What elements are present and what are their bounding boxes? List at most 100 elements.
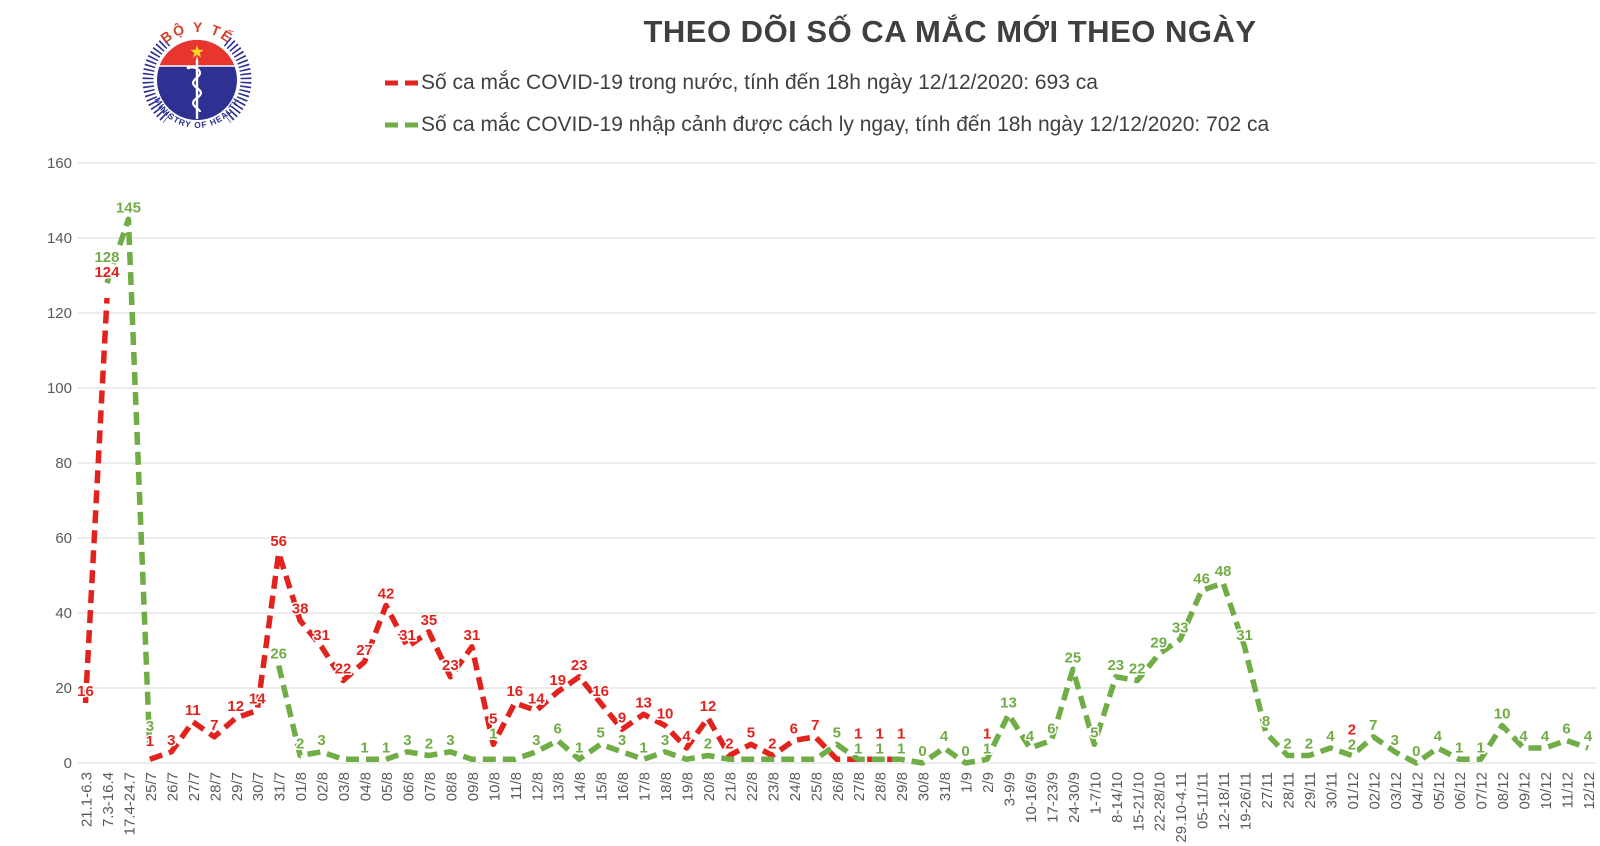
x-tick-label: 27/11	[1259, 772, 1276, 808]
data-label: 1	[1455, 739, 1463, 756]
x-tick-label: 29/7	[229, 772, 246, 801]
x-tick-label: 13/8	[551, 772, 568, 801]
x-tick-label: 24-30/9	[1066, 772, 1083, 823]
x-tick-label: 21.1-6.3	[79, 772, 96, 827]
x-tick-label: 03/12	[1388, 772, 1405, 810]
data-label: 3	[146, 718, 154, 735]
x-tick-label: 12/12	[1581, 772, 1598, 810]
x-tick-label: 05/8	[379, 772, 396, 801]
x-axis-labels: 21.1-6.3 7.3-16.4 17.4-24.7 25/7 26/7 27/7 28/…	[79, 772, 1599, 843]
data-label: 33	[1172, 619, 1189, 636]
x-tick-label: 2/9	[980, 772, 997, 793]
x-tick-label: 28/7	[207, 772, 224, 801]
data-label: 12	[700, 698, 717, 715]
x-tick-label: 15-21/10	[1130, 772, 1147, 831]
legend-dash-icon-green	[385, 122, 418, 128]
data-label: 4	[1326, 728, 1335, 745]
data-label: 8	[1262, 713, 1270, 730]
y-tick-label: 100	[47, 380, 72, 397]
x-tick-label: 31/7	[272, 772, 289, 801]
x-tick-label: 07/8	[422, 772, 439, 801]
data-label: 4	[1584, 728, 1593, 745]
y-tick-label: 80	[55, 455, 72, 472]
data-label: 1	[876, 740, 884, 757]
data-label: 1	[489, 725, 497, 742]
x-tick-label: 07/12	[1474, 772, 1491, 810]
x-tick-label: 18/8	[658, 772, 675, 801]
data-label: 46	[1193, 571, 1210, 588]
x-tick-label: 30/8	[916, 772, 933, 801]
x-tick-label: 16/8	[615, 772, 632, 801]
data-label: 1	[1477, 739, 1485, 756]
x-tick-label: 1-7/10	[1087, 772, 1104, 815]
x-tick-label: 25/7	[143, 772, 160, 801]
data-label: 25	[1065, 649, 1082, 666]
data-label: 2	[1283, 736, 1291, 753]
legend-dash-icon-red	[385, 80, 418, 86]
x-tick-label: 11/12	[1560, 772, 1577, 808]
data-label: 6	[1562, 721, 1570, 738]
data-label: 1	[897, 740, 905, 757]
y-tick-label: 140	[47, 230, 72, 247]
data-label: 19	[549, 672, 566, 689]
data-label: 2	[1348, 737, 1356, 754]
data-label: 31	[464, 627, 481, 644]
data-label: 23	[1107, 657, 1124, 674]
data-label: 11	[185, 702, 201, 719]
x-tick-label: 26/7	[164, 772, 181, 801]
data-label: 16	[506, 683, 523, 700]
x-tick-label: 01/8	[293, 772, 310, 801]
data-label: 29	[1150, 634, 1167, 651]
x-tick-label: 17-23/9	[1044, 772, 1061, 823]
x-tick-label: 12/8	[529, 772, 546, 801]
x-tick-label: 03/8	[336, 772, 353, 801]
data-label: 3	[317, 732, 325, 749]
x-tick-label: 28/11	[1281, 772, 1298, 808]
series-lines	[82, 216, 1589, 766]
data-label: 5	[596, 724, 604, 741]
legend-item-domestic: Số ca mắc COVID-19 trong nước, tính đến …	[383, 62, 1269, 104]
data-label: 7	[1369, 717, 1377, 734]
data-label: 16	[592, 683, 609, 700]
x-tick-label: 3-9/9	[1001, 772, 1018, 806]
legend: Số ca mắc COVID-19 trong nước, tính đến …	[383, 62, 1269, 146]
data-label: 1	[876, 725, 884, 742]
logo-snake-icon	[188, 66, 203, 113]
data-label: 145	[116, 199, 141, 216]
x-tick-label: 17.4-24.7	[121, 772, 138, 835]
x-tick-label: 08/8	[443, 772, 460, 801]
data-label: 23	[442, 657, 459, 674]
x-tick-label: 22-28/10	[1152, 772, 1169, 831]
data-label: 16	[77, 683, 94, 700]
data-label: 3	[403, 732, 411, 749]
data-label: 1	[983, 725, 991, 742]
x-tick-label: 09/8	[465, 772, 482, 801]
data-label: 35	[421, 612, 438, 629]
data-label: 13	[635, 694, 652, 711]
series-imported-line	[104, 216, 1589, 766]
x-tick-label: 7.3-16.4	[100, 772, 117, 827]
x-tick-label: 01/12	[1345, 772, 1362, 810]
x-tick-label: 30/11	[1323, 772, 1340, 808]
moh-logo: BỘ Y TẾ MINISTRY OF HEALTH	[134, 6, 260, 154]
data-label: 2	[768, 736, 776, 753]
data-label: 0	[918, 743, 926, 760]
data-label: 128	[94, 249, 119, 266]
x-tick-label: 23/8	[765, 772, 782, 801]
x-tick-label: 09/12	[1517, 772, 1534, 810]
data-label: 4	[1541, 728, 1550, 745]
data-label: 4	[1434, 728, 1443, 745]
x-tick-label: 10/12	[1538, 772, 1555, 810]
data-label: 14	[528, 691, 545, 708]
data-label: 2	[425, 736, 433, 753]
data-label: 42	[378, 586, 395, 603]
data-label: 1	[854, 725, 862, 742]
page-title: THEO DÕI SỐ CA MẮC MỚI THEO NGÀY	[643, 14, 1257, 49]
x-tick-label: 04/8	[358, 772, 375, 801]
x-tick-label: 29/11	[1302, 772, 1319, 808]
x-tick-label: 17/8	[637, 772, 654, 801]
data-label: 1	[897, 725, 905, 742]
y-tick-label: 120	[47, 305, 72, 322]
data-label: 48	[1215, 563, 1232, 580]
